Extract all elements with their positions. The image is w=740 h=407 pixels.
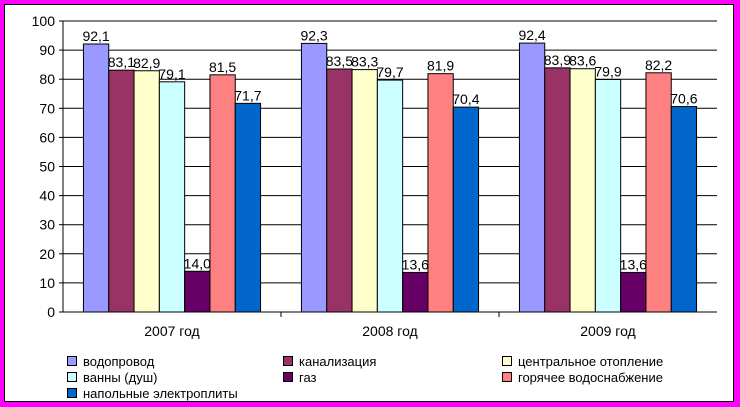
data-label: 71,7 bbox=[234, 87, 261, 103]
data-label: 83,5 bbox=[326, 53, 353, 69]
bar-3-1 bbox=[518, 42, 546, 313]
legend-swatch bbox=[283, 356, 293, 366]
bar-3-5 bbox=[620, 271, 647, 313]
bar-1-7 bbox=[234, 102, 262, 313]
data-label: 13,6 bbox=[402, 256, 429, 272]
bar-chart: 0102030405060708090100процентах2007 год9… bbox=[32, 13, 717, 339]
legend-label: газ bbox=[299, 369, 317, 385]
data-label: 83,9 bbox=[544, 52, 571, 68]
y-tick-label: 0 bbox=[47, 304, 55, 320]
bar-1-6 bbox=[209, 74, 236, 313]
data-label: 82,9 bbox=[133, 55, 160, 71]
data-label: 13,6 bbox=[620, 256, 647, 272]
data-label: 83,3 bbox=[351, 54, 378, 70]
data-label: 83,1 bbox=[108, 54, 135, 70]
legend-swatch bbox=[502, 372, 512, 382]
legend-swatch bbox=[67, 356, 77, 366]
data-label: 70,6 bbox=[670, 91, 697, 107]
bar-1-5 bbox=[184, 270, 211, 313]
data-label: 81,5 bbox=[209, 59, 236, 75]
y-tick-label: 100 bbox=[32, 13, 56, 29]
legend-swatch bbox=[67, 372, 77, 382]
legend-label: напольные электроплиты bbox=[83, 385, 238, 401]
bar-3-7 bbox=[670, 106, 698, 313]
legend-item: водопровод bbox=[67, 353, 155, 369]
legend-item: горячее водоснабжение bbox=[502, 369, 663, 385]
legend-swatch bbox=[67, 388, 77, 398]
data-label: 92,3 bbox=[300, 27, 327, 43]
legend-label: ванны (душ) bbox=[83, 369, 158, 385]
data-label: 70,4 bbox=[452, 91, 479, 107]
legend-item: газ bbox=[283, 369, 317, 385]
x-tick-label: 2008 год bbox=[362, 323, 417, 339]
legend-item: канализация bbox=[283, 353, 377, 369]
legend-item: ванны (душ) bbox=[67, 369, 158, 385]
data-label: 79,9 bbox=[594, 63, 621, 79]
y-tick-label: 20 bbox=[39, 246, 55, 262]
bar-2-2 bbox=[326, 68, 353, 313]
data-label: 82,2 bbox=[645, 57, 672, 73]
bar-3-6 bbox=[645, 72, 672, 313]
y-tick-label: 60 bbox=[39, 129, 55, 145]
bar-2-5 bbox=[402, 271, 429, 313]
y-tick-label: 10 bbox=[39, 275, 55, 291]
y-tick-label: 50 bbox=[39, 159, 55, 175]
bar-3-4 bbox=[594, 78, 622, 313]
x-tick-label: 2009 год bbox=[580, 323, 635, 339]
legend-swatch bbox=[283, 372, 293, 382]
legend-label: центральное отопление bbox=[518, 353, 664, 369]
bar-2-7 bbox=[452, 106, 480, 313]
data-label: 92,4 bbox=[518, 27, 545, 43]
bar-2-1 bbox=[300, 42, 328, 313]
legend-label: горячее водоснабжение bbox=[518, 369, 663, 385]
bar-2-3 bbox=[351, 69, 378, 313]
chart-frame: 0102030405060708090100процентах2007 год9… bbox=[4, 4, 734, 402]
legend-label: водопровод bbox=[83, 353, 155, 369]
y-tick-label: 40 bbox=[39, 188, 55, 204]
y-tick-label: 70 bbox=[39, 100, 55, 116]
bar-1-1 bbox=[82, 43, 110, 313]
data-label: 14,0 bbox=[184, 255, 211, 271]
y-tick-label: 30 bbox=[39, 217, 55, 233]
legend-item: центральное отопление bbox=[502, 353, 664, 369]
bar-1-4 bbox=[158, 81, 186, 313]
data-label: 83,6 bbox=[569, 53, 596, 69]
data-label: 79,1 bbox=[158, 66, 185, 82]
y-tick-label: 90 bbox=[39, 42, 55, 58]
bar-2-6 bbox=[427, 73, 454, 313]
x-tick-label: 2007 год bbox=[144, 323, 199, 339]
legend-label: канализация bbox=[299, 353, 377, 369]
bar-1-3 bbox=[133, 70, 160, 313]
legend-item: напольные электроплиты bbox=[67, 385, 238, 401]
bar-3-2 bbox=[544, 67, 571, 313]
data-label: 79,7 bbox=[376, 64, 403, 80]
data-label: 92,1 bbox=[82, 28, 109, 44]
bar-1-2 bbox=[108, 69, 135, 313]
data-label: 81,9 bbox=[427, 58, 454, 74]
legend-swatch bbox=[502, 356, 512, 366]
y-tick-label: 80 bbox=[39, 71, 55, 87]
bar-2-4 bbox=[376, 79, 404, 313]
bar-3-3 bbox=[569, 68, 596, 313]
